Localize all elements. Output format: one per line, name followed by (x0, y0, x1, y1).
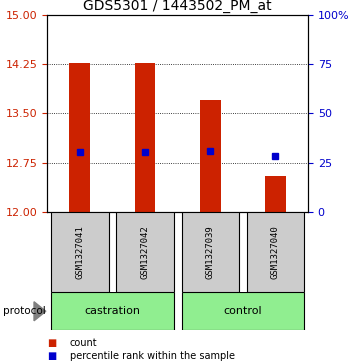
Bar (69, 63, 90, 212)
Text: count: count (70, 338, 98, 348)
Bar (265, 176, 286, 212)
Bar (135, 63, 155, 212)
Text: GSM1327041: GSM1327041 (75, 225, 84, 279)
Title: GDS5301 / 1443502_PM_at: GDS5301 / 1443502_PM_at (83, 0, 272, 13)
Bar (182, 292, 304, 330)
Bar (200, 100, 220, 212)
Bar (51, 212, 108, 292)
Text: GSM1327040: GSM1327040 (271, 225, 280, 279)
Bar (247, 212, 304, 292)
Bar (116, 212, 174, 292)
Text: percentile rank within the sample: percentile rank within the sample (70, 351, 235, 362)
Text: ■: ■ (47, 351, 56, 362)
Polygon shape (34, 302, 46, 321)
Text: GSM1327039: GSM1327039 (206, 225, 215, 279)
Text: castration: castration (84, 306, 140, 316)
Bar (182, 212, 239, 292)
Text: ■: ■ (47, 338, 56, 348)
Text: control: control (224, 306, 262, 316)
Bar (51, 292, 174, 330)
Text: GSM1327042: GSM1327042 (141, 225, 149, 279)
Text: protocol: protocol (4, 306, 46, 316)
